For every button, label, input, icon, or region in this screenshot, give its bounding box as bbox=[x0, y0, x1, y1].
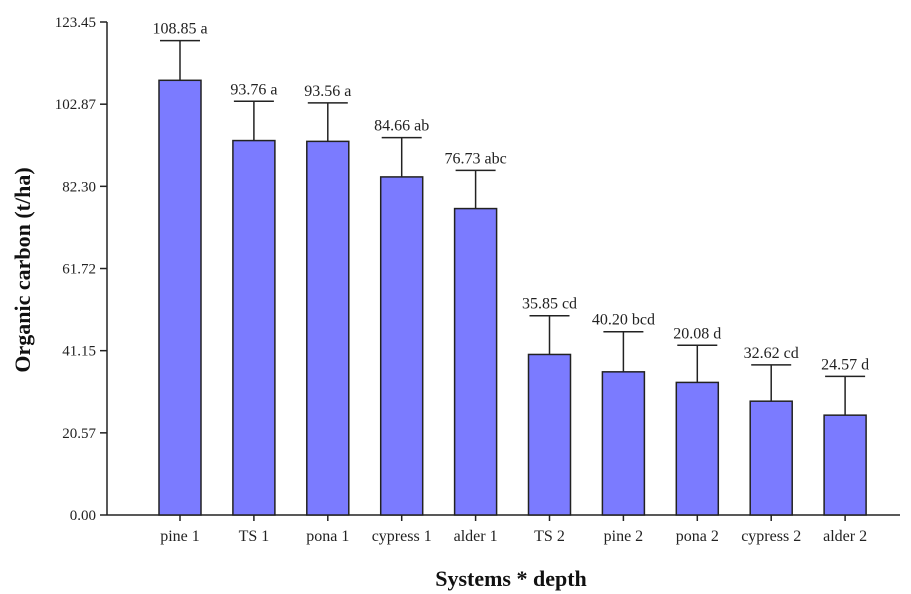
y-tick-label: 0.00 bbox=[70, 508, 96, 524]
bar bbox=[158, 79, 202, 516]
data-label: 108.85 a bbox=[152, 21, 207, 38]
y-tick-label: 123.45 bbox=[55, 15, 96, 31]
x-tick-label: cypress 1 bbox=[372, 528, 432, 545]
y-tick-label: 20.57 bbox=[62, 426, 96, 442]
x-tick-label: TS 2 bbox=[534, 528, 565, 545]
bar bbox=[306, 140, 350, 516]
x-tick-label: alder 1 bbox=[454, 528, 498, 545]
bar bbox=[823, 414, 867, 516]
data-label: 93.56 a bbox=[304, 83, 351, 100]
bar bbox=[675, 381, 720, 516]
error-bars bbox=[160, 39, 866, 416]
x-tick-label: pona 2 bbox=[676, 528, 719, 545]
y-tick-label: 102.87 bbox=[55, 97, 97, 113]
y-tick-label: 61.72 bbox=[62, 262, 96, 278]
x-tick-label: pine 2 bbox=[604, 528, 644, 545]
data-label: 35.85 cd bbox=[522, 296, 577, 313]
data-labels: 108.85 a 93.76 a 93.56 a 84.66 ab 76.73 abc 3… bbox=[152, 21, 869, 374]
data-label: 76.73 abc bbox=[444, 150, 506, 167]
bar bbox=[379, 176, 424, 516]
y-axis: 0.00 20.57 41.15 61.72 82.30 102.87 123.45 bbox=[55, 15, 108, 524]
bar bbox=[232, 139, 276, 516]
x-axis-title: Systems * depth bbox=[435, 566, 587, 591]
x-axis: pine 1 TS 1 pona 1 cypress 1 alder 1 TS 2 pine… bbox=[107, 514, 900, 545]
bar bbox=[453, 207, 498, 516]
data-label: 32.62 cd bbox=[744, 345, 799, 362]
x-tick-label: cypress 2 bbox=[741, 528, 801, 545]
y-axis-title: Organic carbon (t/ha) bbox=[10, 167, 35, 372]
data-label: 24.57 d bbox=[821, 356, 869, 373]
bar bbox=[527, 353, 572, 516]
x-tick-label: pona 1 bbox=[306, 528, 349, 545]
bar bbox=[601, 371, 646, 516]
data-label: 20.08 d bbox=[673, 325, 721, 342]
bar bbox=[749, 400, 793, 516]
y-tick-label: 82.30 bbox=[62, 179, 96, 195]
x-tick-label: TS 1 bbox=[239, 528, 270, 545]
x-tick-label: pine 1 bbox=[160, 528, 200, 545]
x-tick-label: alder 2 bbox=[823, 528, 867, 545]
data-label: 40.20 bcd bbox=[592, 312, 655, 329]
data-label: 93.76 a bbox=[230, 81, 277, 98]
y-tick-label: 41.15 bbox=[62, 344, 96, 360]
data-label: 84.66 ab bbox=[374, 118, 429, 135]
bars bbox=[158, 79, 867, 516]
